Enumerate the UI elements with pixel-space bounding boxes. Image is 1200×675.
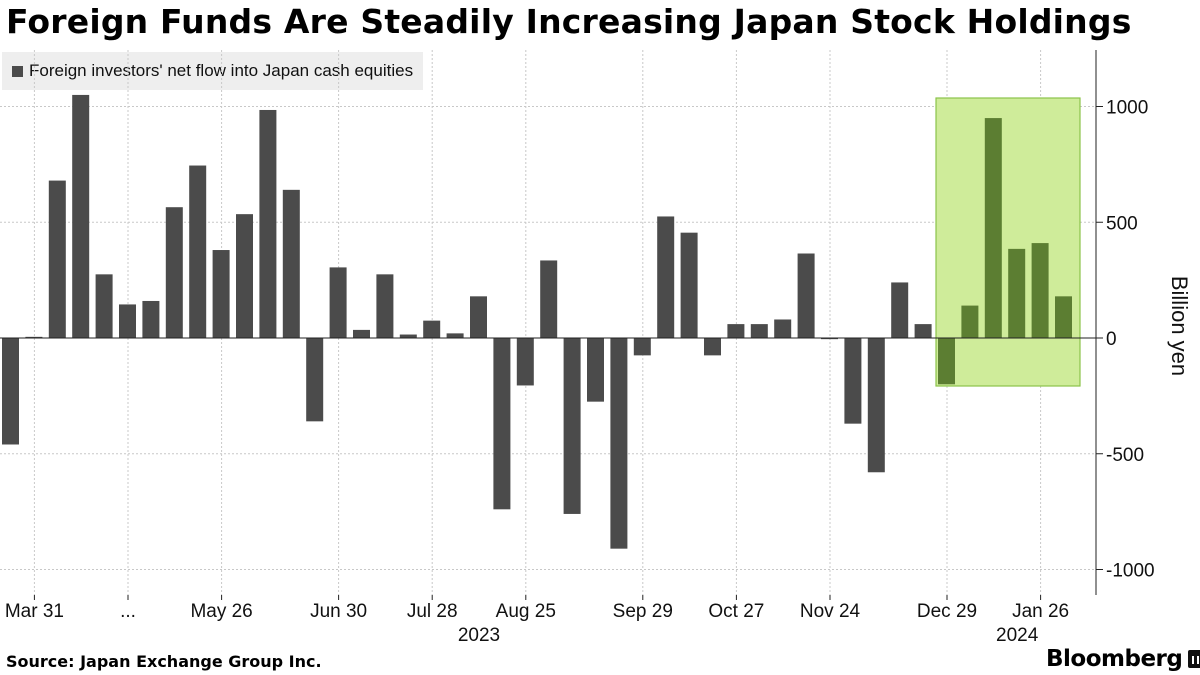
bar xyxy=(446,333,464,338)
bar xyxy=(165,207,183,338)
bloomberg-terminal-icon xyxy=(1188,650,1200,668)
bar xyxy=(657,216,675,338)
brand-name: Bloomberg xyxy=(1046,646,1183,672)
bar xyxy=(2,338,19,445)
bar xyxy=(797,253,815,338)
bar xyxy=(72,94,90,338)
bar xyxy=(938,338,955,385)
bar xyxy=(844,338,862,424)
legend-label: Foreign investors' net flow into Japan c… xyxy=(29,61,414,80)
x-tick-label: Mar 31 xyxy=(5,601,64,622)
bar xyxy=(867,338,885,473)
legend: Foreign investors' net flow into Japan c… xyxy=(2,52,424,90)
bar xyxy=(25,336,43,338)
y-tick-label: -500 xyxy=(1106,445,1144,466)
bar xyxy=(891,282,909,338)
x-tick-label: Oct 27 xyxy=(708,601,764,622)
bar xyxy=(1031,243,1049,338)
y-axis-label: Billion yen xyxy=(1167,276,1192,376)
x-tick-label: May 26 xyxy=(190,601,252,622)
bar xyxy=(493,338,511,510)
bar xyxy=(470,296,487,338)
bar xyxy=(1008,248,1026,338)
bar xyxy=(236,214,253,338)
bar xyxy=(680,232,698,338)
bar xyxy=(704,338,721,356)
bar xyxy=(329,267,347,338)
bar xyxy=(984,118,1002,338)
bar xyxy=(563,338,581,514)
bar xyxy=(48,180,66,338)
y-tick-label: 500 xyxy=(1106,213,1138,234)
bar xyxy=(914,324,932,338)
bar xyxy=(212,250,230,338)
source-note: Source: Japan Exchange Group Inc. xyxy=(6,652,322,671)
bar xyxy=(399,334,417,338)
bar xyxy=(189,165,207,338)
bar xyxy=(353,329,370,338)
bar xyxy=(961,305,979,338)
x-tick-label: Dec 29 xyxy=(917,601,977,622)
bar xyxy=(750,324,768,338)
y-tick-label: 1000 xyxy=(1106,98,1148,119)
bar xyxy=(142,300,160,338)
bar xyxy=(540,260,558,338)
bar xyxy=(1055,296,1072,338)
y-tick-label: -1000 xyxy=(1106,561,1155,582)
bar xyxy=(259,109,277,338)
bar xyxy=(306,338,324,422)
y-tick-label: 0 xyxy=(1106,329,1117,350)
x-tick-label: Jul 28 xyxy=(407,601,458,622)
bloomberg-logo: Bloomberg xyxy=(1046,646,1200,672)
bar xyxy=(282,189,300,338)
x-tick-label: Aug 25 xyxy=(496,601,556,622)
x-tick-label: Jun 30 xyxy=(310,601,367,622)
bar xyxy=(95,274,113,338)
legend-swatch xyxy=(12,65,23,77)
x-tick-label: Jan 26 xyxy=(1012,601,1069,622)
x-tick-label: Nov 24 xyxy=(800,601,861,622)
bar xyxy=(376,274,394,338)
bar xyxy=(774,319,792,338)
highlight-box xyxy=(935,97,1081,387)
bar xyxy=(633,338,651,356)
bar xyxy=(516,338,534,386)
bar xyxy=(727,324,745,338)
bar xyxy=(423,320,441,338)
bar xyxy=(610,338,628,549)
bar xyxy=(821,338,838,340)
x-tick-label: Sep 29 xyxy=(613,601,673,622)
bar xyxy=(119,304,136,338)
x-tick-label: ... xyxy=(120,601,136,622)
year-label: 2023 xyxy=(458,625,500,646)
chart-title: Foreign Funds Are Steadily Increasing Ja… xyxy=(6,2,1132,41)
bar xyxy=(587,338,604,402)
year-label: 2024 xyxy=(996,625,1039,646)
